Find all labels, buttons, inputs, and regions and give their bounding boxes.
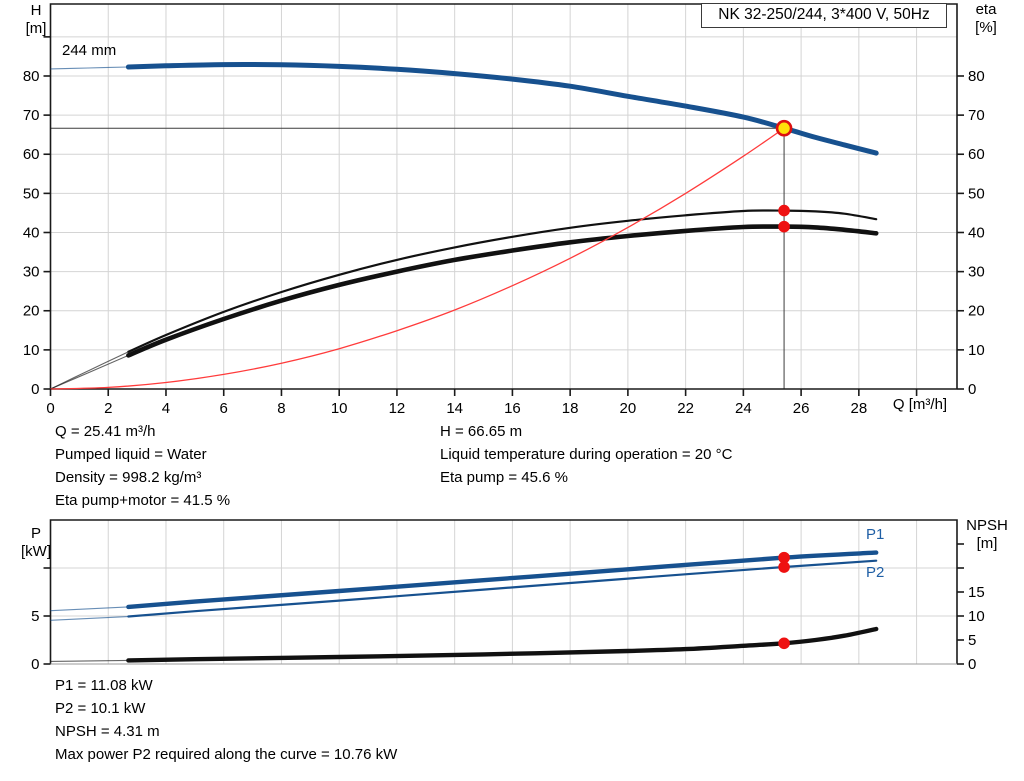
y-left-tick-label: 40 bbox=[23, 224, 40, 241]
pump-model-title-box: NK 32-250/244, 3*400 V, 50Hz bbox=[701, 3, 947, 28]
plot-border bbox=[49, 519, 958, 664]
readout-p1: P1 = 11.08 kW bbox=[55, 677, 153, 694]
y-left-tick-label: 60 bbox=[23, 146, 40, 163]
q-axis-unit-label: Q [m³/h] bbox=[892, 396, 948, 413]
y-right-tick-label: 0 bbox=[968, 656, 976, 673]
x-tick-label: 20 bbox=[620, 400, 637, 417]
x-tick-label: 8 bbox=[277, 400, 285, 417]
head-curve-244mm-lead bbox=[50, 66, 129, 70]
duty-readout-right-block: H = 66.65 m Liquid temperature during op… bbox=[440, 420, 732, 489]
y-left-tick-label: 80 bbox=[23, 68, 40, 85]
x-tick-label: 26 bbox=[793, 400, 810, 417]
eta-pump-point bbox=[778, 204, 790, 217]
x-tick-label: 28 bbox=[851, 400, 868, 417]
x-tick-label: 14 bbox=[446, 400, 463, 417]
npsh-curve bbox=[126, 626, 879, 663]
p1-point bbox=[778, 551, 790, 564]
eta-pump-motor-curve-lead bbox=[50, 354, 129, 390]
y-right-tick-label: 70 bbox=[968, 107, 985, 124]
duty-readout-left-block: Q = 25.41 m³/h Pumped liquid = Water Den… bbox=[55, 420, 230, 512]
eta-axis-unit-line1: eta bbox=[975, 1, 997, 18]
p2-point bbox=[778, 561, 790, 573]
x-tick-label: 0 bbox=[46, 400, 54, 417]
y-right-tick-label: 30 bbox=[968, 264, 985, 281]
power-readout-block: P1 = 11.08 kW P2 = 10.1 kW NPSH = 4.31 m… bbox=[55, 674, 397, 766]
duty-point[interactable] bbox=[775, 119, 793, 137]
x-tick-label: 4 bbox=[162, 400, 170, 417]
y-left-tick-label: 10 bbox=[23, 342, 40, 359]
p1-curve-lead bbox=[50, 606, 129, 612]
readout-h: H = 66.65 m bbox=[440, 423, 523, 440]
p-axis-unit-line2: [kW] bbox=[21, 543, 51, 560]
p2-series-label: P2 bbox=[866, 564, 885, 581]
y-left-tick-label: 5 bbox=[31, 608, 39, 625]
readout-liquid: Pumped liquid = Water bbox=[55, 446, 207, 463]
y-right-tick-label: 5 bbox=[968, 632, 976, 649]
y-right-tick-label: 50 bbox=[968, 185, 985, 202]
h-axis-unit-line1: H bbox=[30, 2, 42, 19]
y-right-tick-label: 10 bbox=[968, 608, 985, 625]
p1-series-label: P1 bbox=[866, 526, 885, 543]
npsh-axis-unit-line1: NPSH bbox=[966, 517, 1008, 534]
x-tick-label: 10 bbox=[331, 400, 348, 417]
y-right-tick-label: 0 bbox=[968, 381, 976, 398]
npsh-point bbox=[778, 637, 790, 650]
npsh-axis-unit-line2: [m] bbox=[976, 535, 998, 552]
eta-pump-motor-curve bbox=[126, 224, 879, 358]
readout-eta-total: Eta pump+motor = 41.5 % bbox=[55, 492, 231, 509]
p1-curve bbox=[126, 550, 879, 610]
p2-curve bbox=[127, 559, 878, 618]
y-right-tick-label: 10 bbox=[968, 342, 985, 359]
h-axis-unit-line2: [m] bbox=[25, 20, 47, 37]
eta-axis-unit-line2: [%] bbox=[975, 19, 997, 36]
impeller-diameter-label: 244 mm bbox=[62, 42, 117, 59]
x-tick-label: 16 bbox=[504, 400, 521, 417]
y-right-tick-label: 20 bbox=[968, 303, 985, 320]
npsh-curve-lead bbox=[50, 659, 129, 662]
readout-npsh: NPSH = 4.31 m bbox=[55, 723, 160, 740]
x-tick-label: 18 bbox=[562, 400, 579, 417]
y-right-tick-label: 40 bbox=[968, 224, 985, 241]
head-curve-244mm bbox=[125, 62, 879, 156]
y-left-tick-label: 0 bbox=[31, 381, 39, 398]
y-left-tick-label: 0 bbox=[31, 656, 39, 673]
y-left-tick-label: 70 bbox=[23, 107, 40, 124]
y-right-tick-label: 60 bbox=[968, 146, 985, 163]
eta-pump-curve bbox=[127, 209, 878, 353]
x-tick-label: 6 bbox=[220, 400, 228, 417]
p-axis-unit-line1: P bbox=[30, 525, 41, 542]
y-left-tick-label: 30 bbox=[23, 264, 40, 281]
x-tick-label: 2 bbox=[104, 400, 112, 417]
x-tick-label: 22 bbox=[677, 400, 694, 417]
system-curve bbox=[49, 127, 785, 390]
readout-eta-pump: Eta pump = 45.6 % bbox=[440, 469, 568, 486]
y-right-tick-label: 15 bbox=[968, 584, 985, 601]
readout-temperature: Liquid temperature during operation = 20… bbox=[440, 446, 733, 463]
p2-curve-lead bbox=[50, 615, 129, 621]
readout-density: Density = 998.2 kg/m³ bbox=[55, 469, 202, 486]
y-left-tick-label: 50 bbox=[23, 185, 40, 202]
readout-q: Q = 25.41 m³/h bbox=[55, 423, 156, 440]
y-left-tick-label: 20 bbox=[23, 303, 40, 320]
readout-p2: P2 = 10.1 kW bbox=[55, 700, 146, 717]
x-tick-label: 12 bbox=[389, 400, 406, 417]
eta-pump-motor-point bbox=[778, 220, 790, 233]
readout-max-power: Max power P2 required along the curve = … bbox=[55, 746, 398, 763]
x-tick-label: 24 bbox=[735, 400, 752, 417]
y-right-tick-label: 80 bbox=[968, 68, 985, 85]
plot-border bbox=[49, 3, 958, 389]
